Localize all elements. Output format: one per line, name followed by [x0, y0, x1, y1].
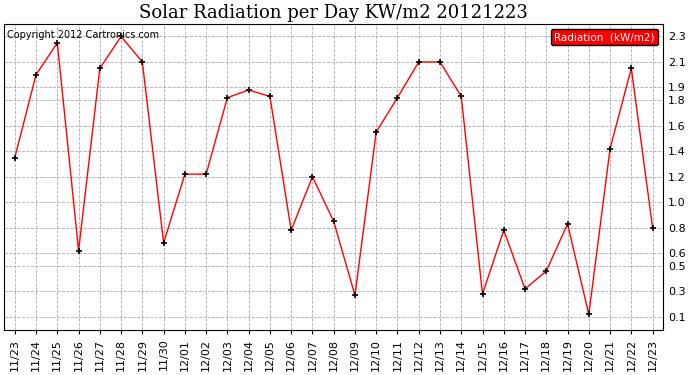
Title: Solar Radiation per Day KW/m2 20121223: Solar Radiation per Day KW/m2 20121223	[139, 4, 528, 22]
Legend: Radiation  (kW/m2): Radiation (kW/m2)	[551, 29, 658, 45]
Text: Copyright 2012 Cartronics.com: Copyright 2012 Cartronics.com	[8, 30, 159, 40]
